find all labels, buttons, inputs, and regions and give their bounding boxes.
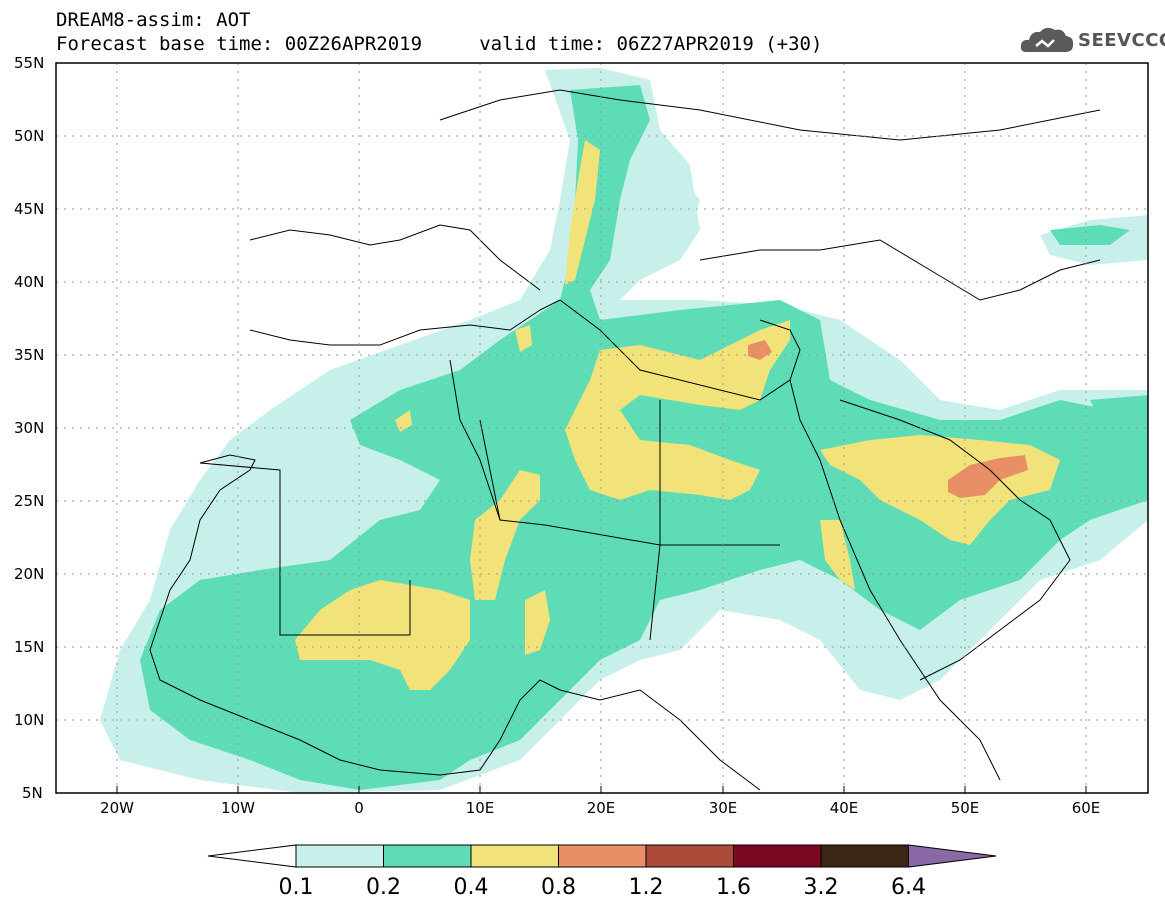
legend-arrow-low: [207, 844, 297, 868]
lat-labels: 55N 50N 45N 40N 35N 30N 25N 20N 15N 10N …: [14, 54, 44, 802]
legend-swatch: [383, 844, 472, 868]
lon-label: 0: [354, 799, 364, 817]
lat-label: 55N: [14, 54, 44, 72]
axis-ticks: [116, 786, 1087, 793]
coastlines: [149, 89, 1101, 791]
lon-label: 30E: [709, 799, 738, 817]
lon-label: 50E: [951, 799, 980, 817]
legend-tick-label: 0.4: [454, 875, 489, 900]
lon-label: 20W: [100, 799, 134, 817]
lon-label: 60E: [1072, 799, 1101, 817]
lat-label: 5N: [22, 784, 43, 802]
logo: SEEVCCC: [1018, 22, 1165, 58]
lat-label: 10N: [14, 711, 44, 729]
lat-label: 25N: [14, 492, 44, 510]
lat-label: 45N: [14, 200, 44, 218]
map-title: DREAM8-assim: AOT: [56, 9, 251, 31]
legend-tick-label: 0.8: [541, 875, 576, 900]
logo-text: SEEVCCC: [1078, 30, 1165, 51]
lat-label: 40N: [14, 273, 44, 291]
legend-swatch: [733, 844, 822, 868]
lon-label: 10W: [221, 799, 255, 817]
plot-border: [55, 62, 1149, 794]
legend-tick-label: 6.4: [891, 875, 926, 900]
legend-swatch: [645, 844, 734, 868]
legend-swatch: [558, 844, 647, 868]
lon-label: 10E: [466, 799, 495, 817]
cloud-icon: [1020, 27, 1074, 52]
legend-tick-label: 0.2: [366, 875, 401, 900]
lon-label: 40E: [830, 799, 859, 817]
lat-label: 30N: [14, 419, 44, 437]
lat-label: 15N: [14, 638, 44, 656]
graticule: [56, 63, 1148, 793]
lat-label: 50N: [14, 127, 44, 145]
legend-tick-label: 3.2: [804, 875, 839, 900]
legend-swatch: [470, 844, 559, 868]
legend-swatch: [295, 844, 384, 868]
lat-label: 35N: [14, 346, 44, 364]
legend-tick-label: 1.6: [716, 875, 751, 900]
legend-tick-label: 0.1: [279, 875, 314, 900]
legend-arrow-high: [908, 844, 997, 868]
lon-labels: 20W 10W 0 10E 20E 30E 40E 50E 60E: [100, 799, 1100, 817]
legend-swatch: [820, 844, 909, 868]
lat-label: 20N: [14, 565, 44, 583]
legend-tick-label: 1.2: [629, 875, 664, 900]
lon-label: 20E: [587, 799, 616, 817]
forecast-time-line: Forecast base time: 00Z26APR2019 valid t…: [56, 33, 823, 55]
